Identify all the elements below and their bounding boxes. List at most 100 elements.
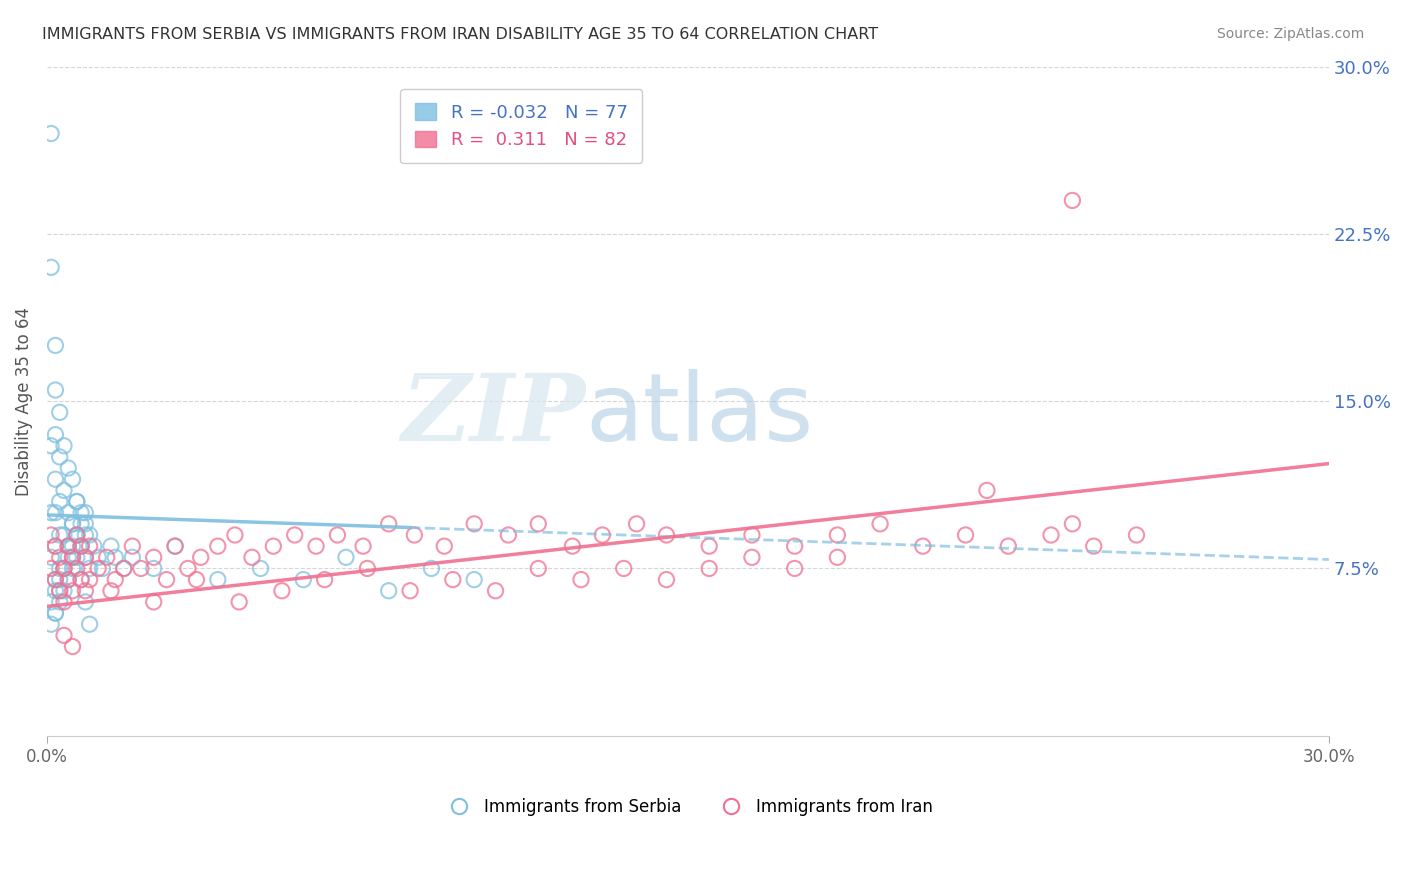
Point: [66, 550, 89, 565]
Y-axis label: Disability Age 35 to 64: Disability Age 35 to 64: [15, 307, 32, 496]
Point: [96, 550, 118, 565]
Point: [53, 583, 76, 598]
Point: [129, 561, 152, 575]
Point: [66, 561, 89, 575]
Point: [75, 528, 97, 542]
Point: [44, 383, 66, 397]
Point: [498, 528, 520, 542]
Point: [284, 528, 307, 542]
Point: [262, 539, 284, 553]
Point: [44, 427, 66, 442]
Point: [79, 539, 101, 553]
Point: [58, 550, 80, 565]
Point: [44, 539, 66, 553]
Point: [39, 595, 62, 609]
Point: [44, 539, 66, 553]
Point: [655, 528, 678, 542]
Point: [62, 640, 84, 654]
Point: [44, 573, 66, 587]
Point: [44, 606, 66, 620]
Point: [48, 561, 70, 575]
Point: [527, 561, 550, 575]
Point: [527, 516, 550, 531]
Point: [58, 506, 80, 520]
Point: [75, 595, 97, 609]
Point: [75, 506, 97, 520]
Point: [44, 583, 66, 598]
Point: [783, 539, 806, 553]
Point: [79, 528, 101, 542]
Point: [463, 573, 485, 587]
Point: [39, 528, 62, 542]
Point: [53, 439, 76, 453]
Point: [66, 528, 89, 542]
Point: [70, 516, 93, 531]
Point: [335, 550, 357, 565]
Point: [326, 528, 349, 542]
Point: [177, 561, 200, 575]
Point: [79, 561, 101, 575]
Point: [44, 472, 66, 486]
Point: [484, 583, 506, 598]
Point: [39, 617, 62, 632]
Legend: Immigrants from Serbia, Immigrants from Iran: Immigrants from Serbia, Immigrants from …: [436, 791, 941, 822]
Point: [142, 550, 165, 565]
Point: [62, 472, 84, 486]
Point: [48, 573, 70, 587]
Point: [655, 573, 678, 587]
Point: [112, 561, 135, 575]
Point: [58, 573, 80, 587]
Point: [66, 528, 89, 542]
Point: [58, 539, 80, 553]
Point: [39, 439, 62, 453]
Point: [53, 561, 76, 575]
Point: [1083, 539, 1105, 553]
Point: [70, 539, 93, 553]
Point: [48, 494, 70, 508]
Point: [39, 561, 62, 575]
Point: [62, 561, 84, 575]
Point: [39, 550, 62, 565]
Text: IMMIGRANTS FROM SERBIA VS IMMIGRANTS FROM IRAN DISABILITY AGE 35 TO 64 CORRELATI: IMMIGRANTS FROM SERBIA VS IMMIGRANTS FRO…: [42, 27, 879, 42]
Point: [352, 539, 374, 553]
Point: [420, 561, 443, 575]
Point: [1125, 528, 1147, 542]
Point: [39, 127, 62, 141]
Point: [827, 550, 849, 565]
Point: [741, 550, 763, 565]
Point: [997, 539, 1019, 553]
Point: [142, 595, 165, 609]
Point: [75, 516, 97, 531]
Point: [305, 539, 328, 553]
Point: [207, 573, 229, 587]
Point: [70, 539, 93, 553]
Point: [53, 595, 76, 609]
Point: [165, 539, 187, 553]
Point: [62, 583, 84, 598]
Point: [142, 561, 165, 575]
Point: [66, 528, 89, 542]
Point: [48, 450, 70, 464]
Point: [591, 528, 613, 542]
Point: [228, 595, 250, 609]
Point: [87, 550, 110, 565]
Point: [48, 595, 70, 609]
Point: [58, 539, 80, 553]
Point: [186, 573, 208, 587]
Point: [75, 550, 97, 565]
Point: [79, 573, 101, 587]
Point: [48, 550, 70, 565]
Point: [292, 573, 315, 587]
Point: [44, 506, 66, 520]
Point: [70, 539, 93, 553]
Point: [53, 483, 76, 498]
Point: [240, 550, 263, 565]
Point: [66, 494, 89, 508]
Point: [1062, 516, 1084, 531]
Point: [53, 528, 76, 542]
Point: [58, 539, 80, 553]
Point: [697, 561, 720, 575]
Point: [155, 573, 177, 587]
Text: Source: ZipAtlas.com: Source: ZipAtlas.com: [1216, 27, 1364, 41]
Point: [377, 583, 399, 598]
